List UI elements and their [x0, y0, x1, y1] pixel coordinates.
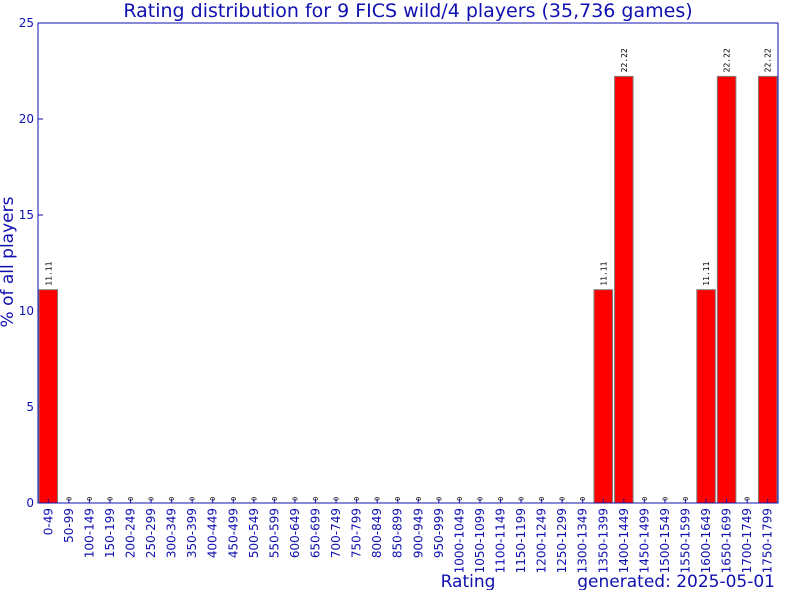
x-axis-label: Rating — [441, 572, 496, 590]
x-tick-label: 950-999 — [432, 508, 446, 558]
x-tick-label: 900-949 — [411, 508, 425, 558]
bar-value-label: 0 — [435, 497, 443, 501]
bar-value-label: 0 — [476, 497, 484, 501]
bar-value-label: 11.11 — [702, 261, 711, 285]
bar-value-label: 0 — [744, 497, 752, 501]
y-tick-label: 25 — [19, 16, 34, 30]
x-tick-label: 550-599 — [267, 508, 281, 558]
x-tick-label: 1450-1499 — [637, 508, 651, 573]
y-tick-label: 5 — [26, 400, 34, 414]
x-tick-label: 1400-1449 — [617, 508, 631, 573]
x-tick-label: 600-649 — [288, 508, 302, 558]
bar-value-label: 0 — [127, 497, 135, 501]
x-axis: 0-49 50-99 100-149 150-199 200-249 250-299 300… — [41, 499, 775, 573]
plot-frame — [37, 22, 779, 504]
x-tick-label: 350-399 — [185, 508, 199, 558]
x-tick-label: 850-899 — [391, 508, 405, 558]
bar-value-label: 0 — [682, 497, 690, 501]
bar-value-label: 0 — [374, 497, 382, 501]
bar-value-label: 11.11 — [599, 261, 608, 285]
bar — [757, 75, 778, 504]
bar-value-label: 0 — [230, 497, 238, 501]
bar-value-label: 0 — [579, 497, 587, 501]
x-tick-label: 1050-1099 — [473, 508, 487, 573]
x-tick-label: 1700-1749 — [740, 508, 754, 573]
bar-value-label: 0 — [86, 497, 94, 501]
chart-title: Rating distribution for 9 FICS wild/4 pl… — [123, 0, 692, 22]
data-labels-group: 11.11 0 0 0 0 0 0 0 0 0 0 0 0 0 0 0 0 0 0 0 0 0 0 0 0 0 0 11.11 22.2… — [44, 48, 772, 501]
bar-value-label: 0 — [189, 497, 197, 501]
bar-value-label: 0 — [353, 497, 361, 501]
bar-value-label: 0 — [333, 497, 341, 501]
bar — [593, 289, 614, 504]
x-tick-label: 300-349 — [165, 508, 179, 558]
bar-value-label: 22.22 — [723, 48, 732, 72]
bar-value-label: 0 — [65, 497, 73, 501]
x-tick-label: 1150-1199 — [514, 508, 528, 573]
x-tick-label: 250-299 — [144, 508, 158, 558]
x-tick-label: 1650-1699 — [720, 508, 734, 573]
bar-value-label: 0 — [497, 497, 505, 501]
x-tick-label: 1250-1299 — [555, 508, 569, 573]
bar-value-label: 0 — [312, 497, 320, 501]
bar-value-label: 22.22 — [620, 48, 629, 72]
bar-value-label: 0 — [106, 497, 114, 501]
x-tick-label: 1500-1549 — [658, 508, 672, 573]
bar-value-label: 0 — [661, 497, 669, 501]
x-tick-label: 200-249 — [124, 508, 138, 558]
bar-value-label: 0 — [250, 497, 258, 501]
x-tick-label: 800-849 — [370, 508, 384, 558]
x-tick-label: 1100-1149 — [494, 508, 508, 573]
y-tick-label: 20 — [19, 112, 34, 126]
x-tick-label: 100-149 — [82, 508, 96, 558]
bar-value-label: 0 — [456, 497, 464, 501]
bar-value-label: 0 — [538, 497, 546, 501]
x-tick-label: 1750-1799 — [761, 508, 775, 573]
bar — [614, 75, 634, 504]
x-tick-label: 750-799 — [350, 508, 364, 558]
bar-value-label: 0 — [271, 497, 279, 501]
x-tick-label: 500-549 — [247, 508, 261, 558]
x-tick-label: 1600-1649 — [699, 508, 713, 573]
x-tick-label: 1350-1399 — [596, 508, 610, 573]
generated-date: generated: 2025-05-01 — [577, 572, 775, 590]
x-tick-label: 150-199 — [103, 508, 117, 558]
bar-value-label: 0 — [209, 497, 217, 501]
bar — [38, 289, 59, 504]
x-tick-label: 0-49 — [41, 508, 55, 535]
bar-value-label: 0 — [291, 497, 299, 501]
y-axis: 0 5 10 15 20 25 — [19, 16, 778, 510]
bar-value-label: 0 — [148, 497, 156, 501]
x-tick-label: 1550-1599 — [679, 508, 693, 573]
x-tick-label: 1000-1049 — [452, 508, 466, 573]
bar — [716, 75, 737, 504]
bar-value-label: 22.22 — [764, 48, 773, 72]
bar-value-label: 0 — [168, 497, 176, 501]
bar-value-label: 0 — [394, 497, 402, 501]
x-tick-label: 50-99 — [62, 508, 76, 543]
x-tick-label: 1300-1349 — [576, 508, 590, 573]
bar-value-label: 0 — [518, 497, 526, 501]
bar-value-label: 11.11 — [44, 261, 53, 285]
x-tick-label: 1200-1249 — [535, 508, 549, 573]
bars-group — [38, 75, 778, 504]
x-tick-label: 450-499 — [226, 508, 240, 558]
bar-value-label: 0 — [415, 497, 423, 501]
x-tick-label: 650-699 — [309, 508, 323, 558]
bar-value-label: 0 — [641, 497, 649, 501]
y-tick-label: 10 — [19, 304, 34, 318]
y-tick-label: 0 — [26, 496, 34, 510]
bar-value-label: 0 — [559, 497, 567, 501]
y-tick-label: 15 — [19, 208, 34, 222]
bar — [696, 289, 716, 504]
y-axis-label: % of all players — [0, 196, 18, 327]
x-tick-label: 700-749 — [329, 508, 343, 558]
x-tick-label: 400-449 — [206, 508, 220, 558]
